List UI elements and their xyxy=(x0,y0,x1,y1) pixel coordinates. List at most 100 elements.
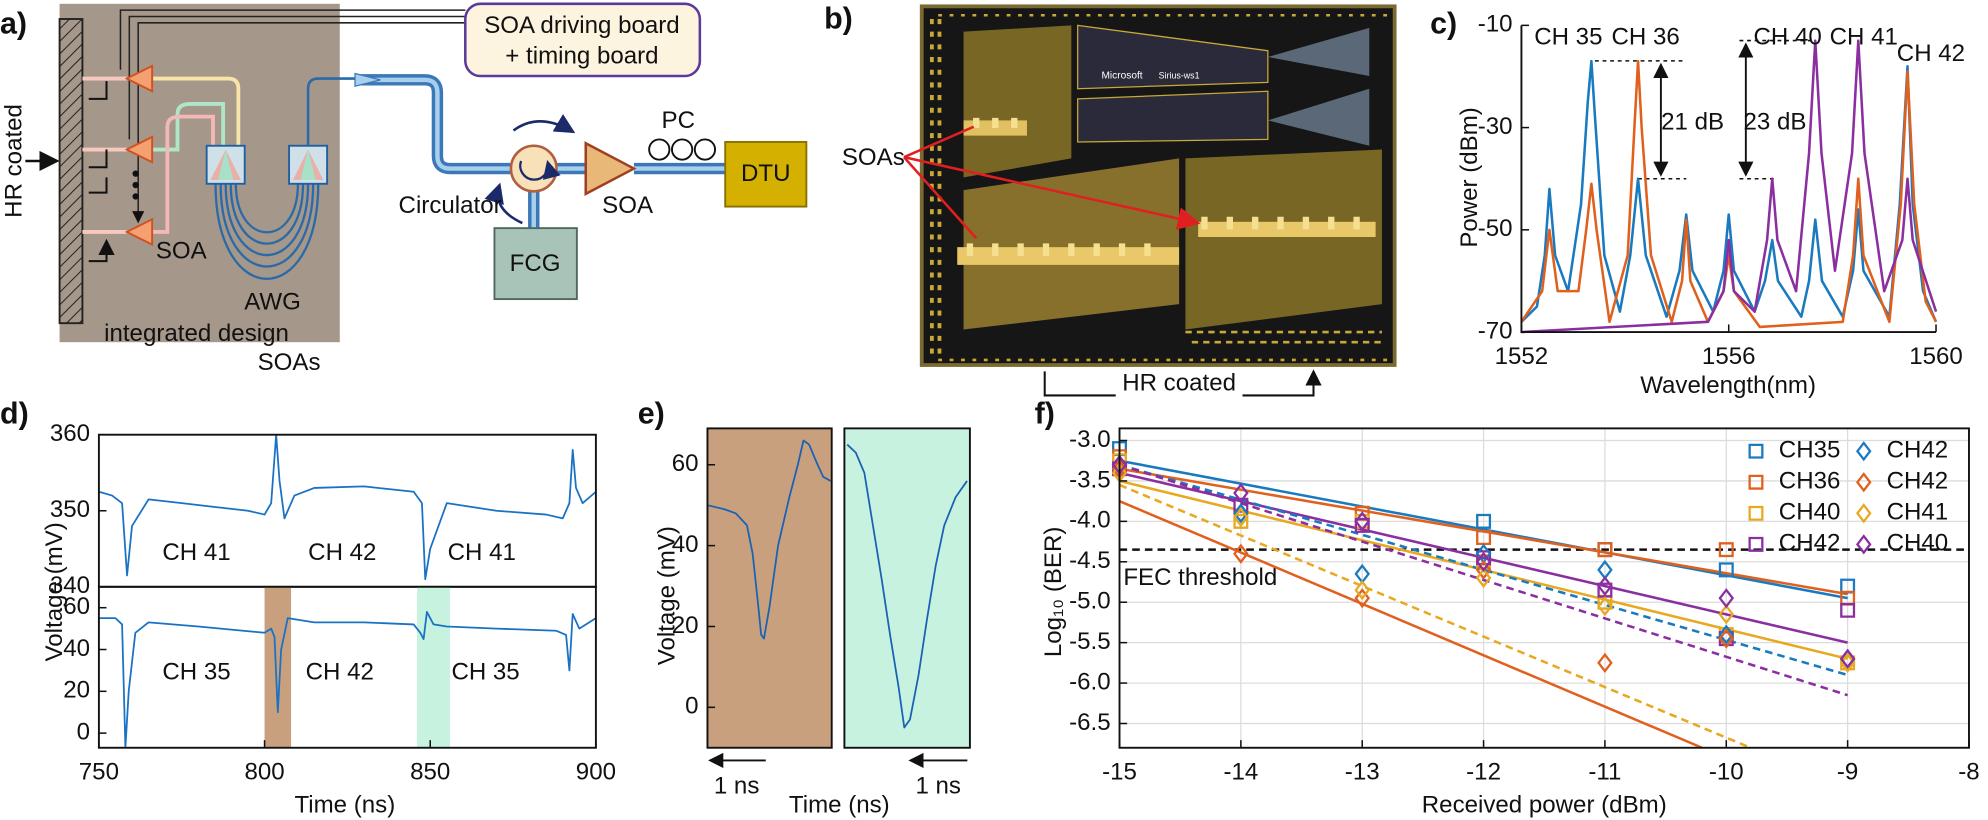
y-axis-label: Voltage (mV) xyxy=(41,522,68,661)
x-tick-label: 800 xyxy=(244,758,284,785)
legend-label: CH42 xyxy=(1887,437,1949,464)
data-point xyxy=(1233,503,1249,524)
level-guides-path xyxy=(1594,39,1816,180)
label: HR coated xyxy=(1122,369,1236,396)
data-point xyxy=(1233,482,1249,504)
chip-photo-rect xyxy=(919,4,1397,367)
chip-photo-path xyxy=(1185,330,1382,344)
y-tick-label: -10 xyxy=(1478,11,1513,38)
y-tick-label: -4.0 xyxy=(1069,507,1111,534)
legend-label: CH41 xyxy=(1887,499,1949,526)
panel-a-circle xyxy=(132,193,139,200)
legend-label: CH40 xyxy=(1887,530,1949,557)
data-point xyxy=(1718,542,1734,558)
label: SOAs xyxy=(258,349,321,376)
label: Circulator xyxy=(399,192,502,219)
annotation: CH 41 xyxy=(162,539,230,566)
panel-label: f) xyxy=(1035,397,1055,431)
x-tick-label: -12 xyxy=(1466,758,1501,785)
data-point xyxy=(1233,543,1249,564)
y-tick-label: 350 xyxy=(50,496,90,523)
axes-frame xyxy=(1118,427,1970,749)
panel-a-path xyxy=(519,160,561,181)
x-tick-label: -15 xyxy=(1102,758,1137,785)
annotation: CH 41 xyxy=(448,539,516,566)
label: SOAs xyxy=(842,144,905,171)
data-point xyxy=(1354,588,1371,609)
panel-a-circle xyxy=(693,138,717,161)
data-line xyxy=(98,433,597,581)
y-axis-label: Power (dBm) xyxy=(1456,107,1483,247)
x-tick-label: 1560 xyxy=(1909,343,1963,370)
chip-photo-polygon xyxy=(1077,90,1269,143)
data-point xyxy=(1597,652,1613,673)
annotation: CH 36 xyxy=(1612,23,1680,50)
panel-a-polygon xyxy=(124,135,154,164)
chip-photo-polygon xyxy=(963,25,1072,178)
y-axis-label: Voltage (mV) xyxy=(654,526,681,665)
panel-a-circle xyxy=(132,181,139,189)
panel-a-path xyxy=(152,76,241,146)
x-axis-label: Time (ns) xyxy=(789,791,890,818)
data-point xyxy=(1354,511,1371,532)
x-axis-label: Time (ns) xyxy=(294,791,395,818)
x-tick-label: -11 xyxy=(1588,758,1621,785)
x-tick-label: 1556 xyxy=(1702,343,1756,370)
panel-a-path xyxy=(152,102,226,152)
highlight-band xyxy=(264,586,292,748)
x-tick-label: 750 xyxy=(79,758,119,785)
annotation: CH 42 xyxy=(306,658,374,685)
data-point xyxy=(1839,648,1856,669)
data-line xyxy=(1520,59,1938,323)
y-tick-label: -6.0 xyxy=(1069,668,1111,695)
panel-label: a) xyxy=(0,6,27,40)
axes-frame xyxy=(97,585,597,749)
chip-photo-path xyxy=(966,117,1360,257)
data-line xyxy=(1521,39,1938,334)
chip-text: Sirius-ws1 xyxy=(1159,70,1200,80)
panel-a-path xyxy=(357,77,726,229)
data-point xyxy=(1233,513,1249,529)
data-point xyxy=(1597,596,1613,617)
panel-label: b) xyxy=(824,1,853,35)
legend-label: CH42 xyxy=(1779,530,1841,557)
data-point xyxy=(1475,551,1492,572)
y-tick-label: 60 xyxy=(672,450,699,477)
y-tick-label: 20 xyxy=(672,612,699,639)
fit-line xyxy=(1119,499,1703,749)
x-axis-label: Wavelength(nm) xyxy=(1640,372,1816,399)
data-point xyxy=(1597,542,1613,558)
panel-a-path xyxy=(306,77,358,146)
scale-label: 1 ns xyxy=(714,772,760,799)
annotation: CH 35 xyxy=(162,658,230,685)
panel-a-path xyxy=(88,81,107,263)
panel-a-circle xyxy=(648,138,671,161)
chip-text: Microsoft xyxy=(1102,71,1143,82)
panel-a xyxy=(25,2,808,343)
panel-a-text: a) HR coated SOA driving board + timing … xyxy=(0,6,791,376)
panel-a-polygon xyxy=(124,64,154,93)
panel-a-circle xyxy=(671,138,694,161)
legend-label: CH35 xyxy=(1779,437,1841,464)
y-tick-label: 340 xyxy=(50,572,90,599)
y-tick-label: 40 xyxy=(672,531,699,558)
axes-frame xyxy=(706,427,833,749)
chip-photo-polygon xyxy=(1077,24,1269,90)
scale-label: 1 ns xyxy=(915,772,961,799)
panel-a-rect xyxy=(724,140,808,208)
y-tick-label: -30 xyxy=(1478,113,1513,140)
legend-marker xyxy=(1748,536,1764,552)
legend-label: CH36 xyxy=(1779,468,1841,495)
data-point xyxy=(1475,567,1492,589)
x-tick-label: -14 xyxy=(1223,758,1258,785)
panel-label: d) xyxy=(0,397,29,431)
data-point xyxy=(1354,517,1370,533)
annotation: 21 dB xyxy=(1661,108,1724,135)
panel-b-text: b) SOAs HR coated Microsoft Sirius-ws1 xyxy=(824,1,1236,396)
chip-photo-rect xyxy=(1198,221,1376,238)
y-tick-label: 40 xyxy=(63,635,90,662)
y-tick-label: -3.5 xyxy=(1069,466,1111,493)
threshold-label: FEC threshold xyxy=(1123,564,1277,591)
